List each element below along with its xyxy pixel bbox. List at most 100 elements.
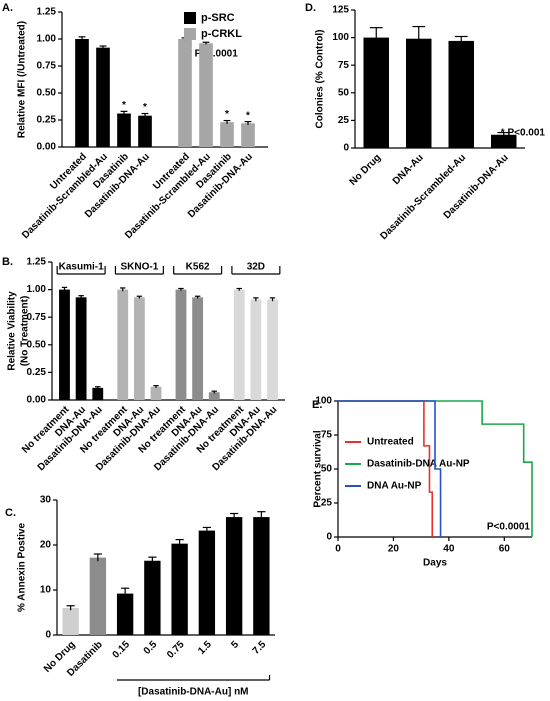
survival-line: [338, 400, 442, 537]
y-tick-label: 75: [321, 430, 333, 441]
legend-label: p-CRKL: [201, 28, 242, 40]
bar: [491, 134, 517, 148]
y-tick-label: 1.00: [37, 34, 57, 45]
bar: [75, 39, 89, 147]
bar: [117, 289, 129, 400]
y-axis-label: % Annexin Postive: [17, 523, 28, 613]
bar: [198, 530, 216, 635]
significance-marker: *: [225, 109, 229, 120]
y-tick-label: 50: [338, 87, 350, 98]
y-axis-label: (No Treatment): [20, 296, 31, 367]
bar: [96, 47, 110, 147]
bar: [253, 517, 270, 635]
y-tick-label: 0.50: [27, 339, 47, 350]
bar: [133, 297, 145, 400]
bar: [208, 392, 220, 400]
y-tick-label: 0.00: [27, 395, 47, 406]
y-tick-label: 75: [338, 60, 350, 71]
x-tick-label: Dasatinib-Scrambled-Au: [20, 151, 110, 241]
panel-title: D.: [305, 2, 316, 14]
bar: [225, 517, 243, 635]
y-tick-label: 100: [332, 32, 349, 43]
legend-label: DNA Au-NP: [367, 481, 422, 492]
y-tick-label: 0.75: [27, 312, 47, 323]
annotation: * P<0.0001: [188, 49, 238, 60]
legend-label: Dasatinib-DNA Au-NP: [367, 459, 470, 470]
bar: [144, 560, 161, 635]
bar: [117, 113, 131, 147]
bar: [171, 543, 188, 635]
y-axis-label: Relative MFI (/Untreated): [17, 21, 28, 138]
y-tick-label: 0.75: [37, 61, 57, 72]
group-label: K562: [186, 262, 210, 273]
bracket-label: [Dasatinib-DNA-Au] nM: [138, 687, 249, 698]
y-axis-label: Percent survival: [313, 430, 324, 507]
x-tick-label: 0: [335, 544, 341, 555]
bar: [75, 297, 87, 400]
x-tick-label: 5: [229, 639, 241, 651]
y-tick-label: 1.25: [27, 257, 47, 268]
x-tick-label: 0.5: [142, 639, 160, 657]
y-tick-label: 0: [45, 630, 51, 641]
bar: [241, 123, 255, 147]
significance-marker: *: [122, 100, 126, 111]
y-tick-label: 20: [40, 540, 52, 551]
x-axis-label: Days: [423, 558, 447, 569]
annotation: P<0.0001: [487, 522, 531, 533]
y-tick-label: 0: [343, 143, 349, 154]
panel-title: E.: [312, 399, 322, 411]
bar: [192, 297, 204, 400]
significance-marker: *: [246, 110, 250, 121]
bar: [233, 289, 245, 400]
legend-swatch: [184, 12, 196, 24]
bar: [406, 38, 432, 149]
x-tick-label: 60: [499, 544, 511, 555]
y-tick-label: 0.50: [37, 88, 57, 99]
bar: [150, 386, 162, 400]
x-tick-label: DNA-Au: [391, 152, 426, 187]
x-tick-label: 0.75: [165, 639, 187, 661]
panel-title: C.: [5, 507, 16, 519]
y-tick-label: 125: [332, 5, 349, 16]
x-tick-label: No Drug: [348, 152, 384, 188]
y-tick-label: 1.25: [37, 7, 57, 18]
bar: [89, 557, 107, 635]
x-tick-label: 20: [388, 544, 400, 555]
survival-line: [338, 400, 533, 537]
bar: [62, 608, 79, 635]
y-tick-label: 100: [315, 396, 332, 407]
group-label: SKNO-1: [120, 262, 158, 273]
bar: [363, 37, 389, 148]
y-tick-label: 50: [321, 464, 333, 475]
significance-marker: *: [143, 102, 147, 113]
y-tick-label: 0.00: [37, 142, 57, 153]
y-axis-label: Colonies (% Control): [315, 30, 326, 129]
bar: [175, 289, 187, 400]
group-label: 32D: [247, 262, 265, 273]
y-tick-label: 0.25: [37, 115, 57, 126]
y-axis-label: Relative Viability: [7, 291, 18, 371]
y-tick-label: 1.00: [27, 284, 47, 295]
bar: [138, 115, 152, 147]
bar: [116, 593, 134, 635]
bar: [250, 299, 262, 400]
bar: [267, 299, 278, 400]
x-tick-label: 40: [443, 544, 455, 555]
y-tick-label: 10: [40, 585, 52, 596]
legend-label: p-SRC: [201, 12, 235, 24]
bar: [220, 122, 234, 147]
x-tick-label: 7.5: [251, 639, 269, 657]
y-tick-label: 0.25: [27, 367, 47, 378]
y-tick-label: 25: [321, 498, 333, 509]
y-tick-label: 0: [326, 532, 332, 543]
legend-label: Untreated: [367, 437, 414, 448]
panel-title: A.: [2, 2, 13, 14]
bar: [199, 43, 213, 147]
x-tick-label: Dasatinib-Scrambled-Au: [378, 152, 468, 242]
legend-swatch: [184, 28, 196, 40]
y-tick-label: 30: [40, 495, 52, 506]
y-tick-label: 25: [338, 115, 350, 126]
group-label: Kasumi-1: [59, 262, 104, 273]
x-tick-label: 0.15: [111, 639, 133, 661]
